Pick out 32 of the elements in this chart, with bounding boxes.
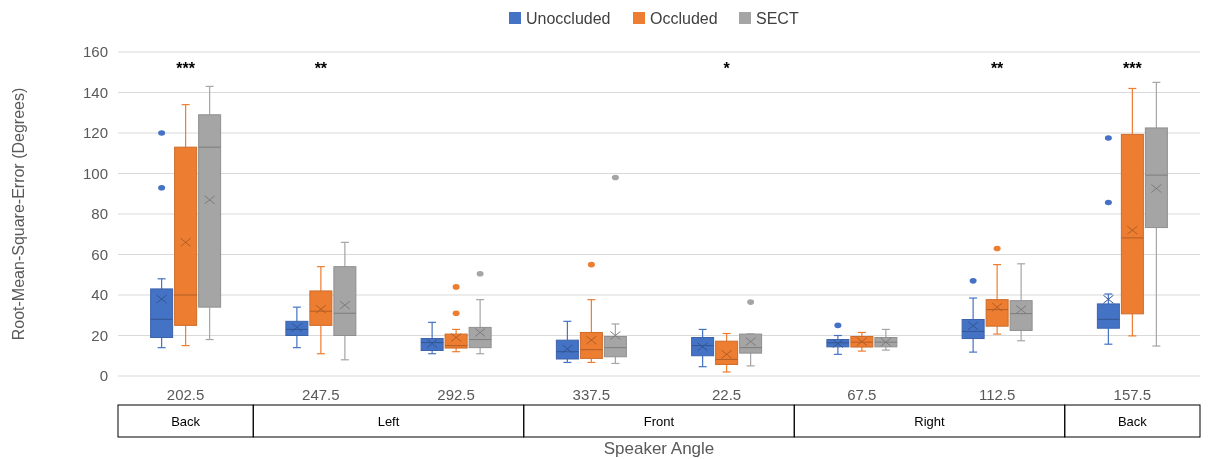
annotation: ** <box>314 59 328 77</box>
y-tick-label: 100 <box>82 164 108 182</box>
x-axis-title: Speaker Angle <box>603 438 715 458</box>
x-tick-label: 67.5 <box>847 386 877 404</box>
x-tick-label: 337.5 <box>572 386 611 404</box>
y-tick-label: 60 <box>91 245 108 263</box>
x-tick-label: 22.5 <box>712 386 742 404</box>
y-tick-label: 140 <box>82 83 108 101</box>
legend-label: SECT <box>756 9 799 27</box>
x-tick-label: 112.5 <box>978 386 1016 404</box>
text: Front <box>643 413 675 429</box>
annotation: * <box>723 59 731 77</box>
x-tick-label: 157.5 <box>1113 386 1152 404</box>
text: Back <box>171 413 201 429</box>
y-axis-title: Root-Mean-Square-Error (Degrees) <box>10 87 27 341</box>
y-tick-label: 160 <box>82 43 108 61</box>
y-tick-label: 0 <box>99 367 108 385</box>
y-tick-label: 80 <box>91 205 108 223</box>
legend-label: Occluded <box>650 9 718 27</box>
annotation: ** <box>990 59 1005 77</box>
legend-label: Unoccluded <box>526 9 611 27</box>
y-tick-label: 40 <box>91 286 108 304</box>
x-tick-label: 202.5 <box>166 386 205 404</box>
x-tick-label: 292.5 <box>437 386 475 404</box>
annotation: *** <box>176 59 196 77</box>
text: Left <box>377 413 400 429</box>
y-tick-label: 20 <box>91 326 108 344</box>
x-tick-label: 247.5 <box>302 386 340 404</box>
y-tick-label: 120 <box>82 124 108 142</box>
text: Back <box>1117 413 1148 429</box>
text: Right <box>914 413 946 429</box>
annotation: *** <box>1123 59 1143 77</box>
